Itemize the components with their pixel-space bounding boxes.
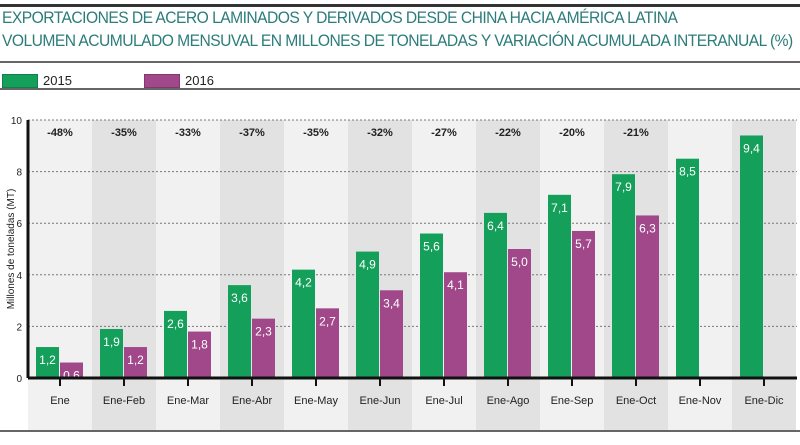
bar-2016 (572, 230, 595, 378)
variation-label: -35% (111, 127, 137, 139)
data-label: 3,6 (231, 291, 248, 305)
variation-label: -32% (367, 127, 393, 139)
top-rule (0, 4, 800, 7)
bar-2016 (444, 272, 467, 378)
chart-subtitle: VOLUMEN ACUMULADO MENSUVAL EN MILLONES D… (2, 31, 793, 50)
y-axis-label: Millones de toneladas (MT) (6, 189, 17, 310)
y-tick-label: 2 (16, 322, 22, 333)
divider (0, 61, 800, 63)
bar-2016 (252, 318, 275, 378)
y-tick-label: 4 (16, 271, 22, 282)
bar-2016 (188, 331, 211, 378)
data-label: 5,0 (511, 255, 528, 269)
legend-label: 2016 (185, 73, 214, 88)
chart-title: EXPORTACIONES DE ACERO LAMINADOS Y DERIV… (2, 8, 678, 27)
data-label: 1,2 (39, 353, 56, 367)
variation-label: -37% (239, 127, 265, 139)
bar-2015 (484, 212, 507, 378)
data-label: 0,6 (63, 369, 80, 383)
legend-item-2016: 2016 (144, 73, 214, 88)
variation-label: -21% (623, 127, 649, 139)
legend-swatch-2015 (2, 73, 38, 88)
data-label: 1,9 (103, 335, 120, 349)
data-label: 7,9 (615, 180, 632, 194)
bar-2015 (420, 233, 443, 378)
x-tick-label: Ene-May (294, 395, 339, 407)
x-tick-label: Ene-Feb (103, 395, 145, 407)
bar-2016 (636, 215, 659, 378)
x-tick-label: Ene-Ago (487, 395, 530, 407)
bar-2016 (124, 347, 147, 378)
data-label: 6,4 (487, 219, 504, 233)
bar-2015 (612, 174, 635, 378)
variation-label: -20% (559, 127, 585, 139)
x-tick-label: Ene-Sep (551, 395, 594, 407)
bar-2015 (548, 194, 571, 378)
data-label: 3,4 (383, 296, 400, 310)
bar-2015 (228, 285, 251, 378)
bar-2015 (356, 251, 379, 378)
data-label: 5,6 (423, 240, 440, 254)
data-label: 8,5 (679, 165, 696, 179)
bar-2015 (36, 347, 59, 378)
variation-label: -35% (303, 127, 329, 139)
bar-2015 (100, 328, 123, 378)
variation-label: -27% (431, 127, 457, 139)
y-tick-label: 10 (11, 116, 23, 127)
bar-2016 (316, 308, 339, 378)
data-label: 4,2 (295, 276, 312, 290)
y-tick-label: 0 (16, 374, 22, 385)
bottom-rule (0, 430, 800, 432)
x-tick-label: Ene-Jul (425, 395, 462, 407)
data-label: 2,3 (255, 325, 272, 339)
legend-label: 2015 (43, 73, 72, 88)
data-label: 1,2 (127, 353, 144, 367)
data-label: 7,1 (551, 201, 568, 215)
data-label: 2,6 (167, 317, 184, 331)
bar-2016 (380, 290, 403, 378)
bar-2016 (508, 249, 531, 378)
x-tick-label: Ene-Abr (232, 395, 273, 407)
divider (0, 88, 800, 90)
x-tick-label: Ene-Mar (167, 395, 210, 407)
x-tick-label: Ene-Oct (616, 395, 656, 407)
data-label: 6,3 (639, 221, 656, 235)
bar-2015 (292, 269, 315, 378)
legend-swatch-2016 (144, 73, 180, 88)
x-tick-label: Ene (50, 395, 70, 407)
x-tick-label: Ene-Dic (744, 395, 784, 407)
x-tick-label: Ene-Nov (679, 395, 722, 407)
bar-2015 (676, 158, 699, 378)
data-label: 1,8 (191, 338, 208, 352)
bar-2015 (164, 310, 187, 378)
data-label: 5,7 (575, 237, 592, 251)
data-label: 2,7 (319, 314, 336, 328)
x-tick-label: Ene-Jun (360, 395, 401, 407)
data-label: 4,1 (447, 278, 464, 292)
variation-label: -48% (47, 127, 73, 139)
variation-label: -22% (495, 127, 521, 139)
data-label: 9,4 (743, 141, 760, 155)
bar-2016 (60, 362, 83, 378)
data-label: 4,9 (359, 258, 376, 272)
y-tick-label: 6 (16, 219, 22, 230)
y-tick-label: 8 (16, 168, 22, 179)
bar-2015 (740, 135, 763, 378)
legend-item-2015: 2015 (2, 73, 72, 88)
variation-label: -33% (175, 127, 201, 139)
